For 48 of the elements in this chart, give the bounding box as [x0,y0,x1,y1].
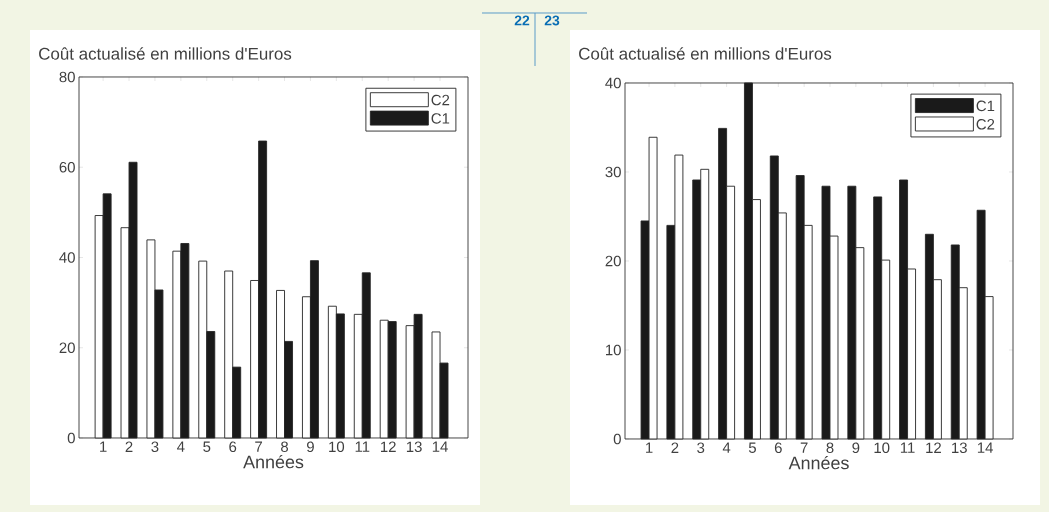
x-tick-label: 8 [826,442,834,454]
x-tick-label: 1 [646,442,653,453]
x-tick-label: 6 [229,441,237,453]
x-tick-label: 2 [671,442,679,453]
x-tick-label: 4 [177,441,185,452]
legend-label: C1 [431,113,450,124]
x-tick-label: 6 [774,442,782,454]
x-axis-title: Années [243,454,304,469]
x-tick-label: 11 [900,442,915,453]
x-tick-label: 3 [697,442,705,454]
x-tick-label: 5 [748,442,756,453]
y-tick-label: 40 [59,252,75,263]
x-tick-label: 7 [255,441,263,452]
y-tick-label: 60 [59,161,75,173]
text: 23 [544,15,560,26]
x-tick-label: 14 [432,441,448,452]
y-tick-label: 80 [59,71,75,83]
x-tick-label: 12 [926,442,941,453]
y-tick-label: 0 [67,432,75,444]
legend-label: C2 [431,94,450,106]
x-tick-label: 9 [306,441,314,453]
y-tick-label: 20 [59,342,75,354]
x-tick-label: 8 [281,441,289,453]
chart-title: Coût actualisé en millions d'Euros [39,47,292,60]
legend-label: C2 [976,119,995,130]
x-tick-label: 7 [800,442,808,453]
x-tick-label: 10 [874,442,890,454]
x-tick-label: 4 [722,442,731,453]
x-tick-label: 2 [125,441,133,452]
x-tick-label: 5 [203,441,211,452]
y-tick-label: 10 [606,344,621,356]
x-tick-label: 10 [329,441,345,453]
x-tick-label: 1 [100,441,107,452]
text: 22 [514,15,530,26]
y-tick-label: 0 [613,433,621,445]
y-tick-label: 40 [605,77,621,89]
x-tick-label: 13 [406,441,422,453]
y-tick-label: 30 [605,166,621,178]
x-tick-label: 13 [952,442,967,454]
y-tick-label: 20 [605,255,621,267]
x-tick-label: 14 [977,442,993,453]
legend-label: C1 [976,100,995,112]
x-tick-label: 9 [852,442,860,454]
x-axis-title: Années [788,455,849,470]
chart-title: Coût actualisé en millions d'Euros [579,47,832,60]
x-tick-label: 12 [381,441,396,452]
x-tick-label: 3 [151,441,159,453]
x-tick-label: 11 [355,441,370,452]
